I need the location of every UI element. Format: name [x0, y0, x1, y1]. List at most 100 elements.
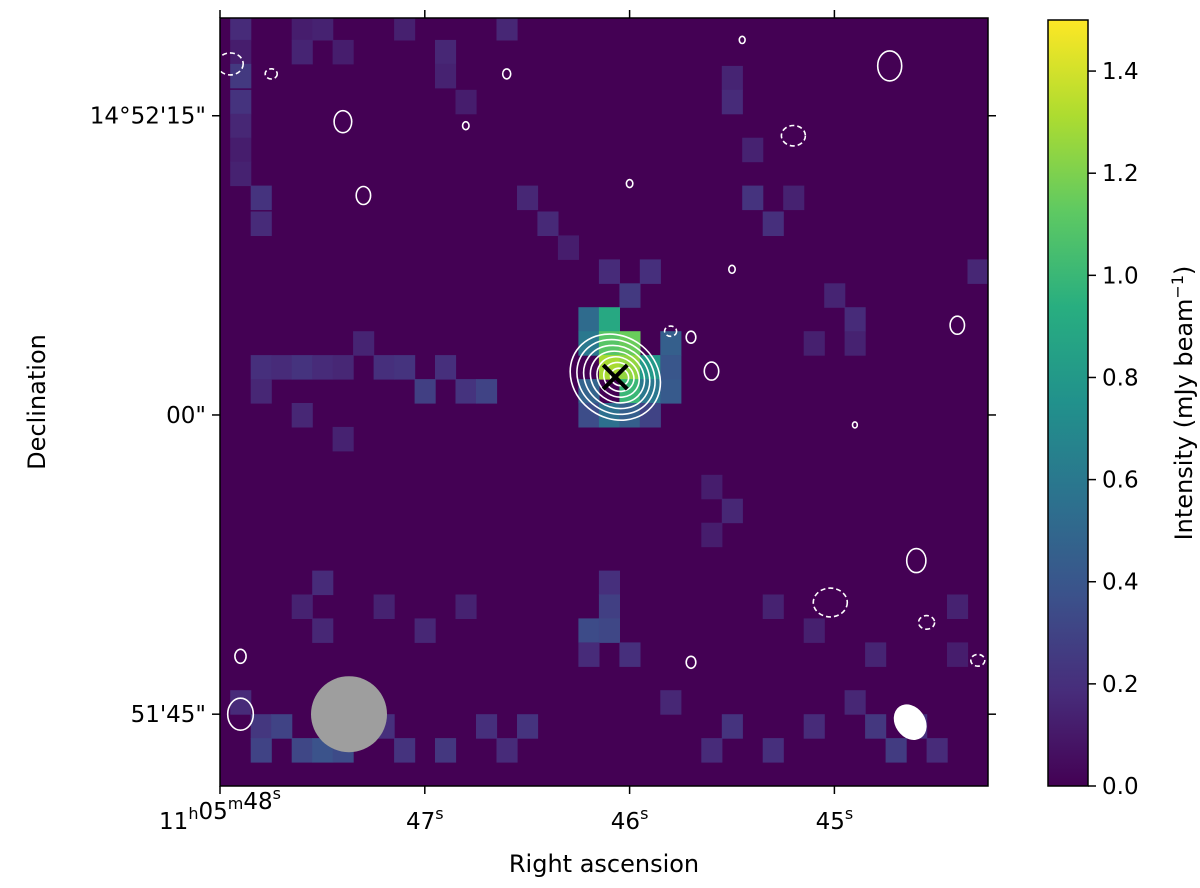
map-pixel	[865, 642, 887, 667]
negative-contour	[220, 52, 244, 76]
x-tick-label: 47s	[406, 804, 444, 835]
y-tick-label: 14°52'15"	[90, 104, 206, 130]
map-pixel	[230, 18, 252, 41]
map-pixel	[660, 355, 682, 380]
negative-contour	[663, 325, 678, 338]
map-pixel	[557, 235, 579, 260]
map-pixel	[353, 331, 375, 356]
map-pixel	[619, 283, 641, 308]
map-pixel	[619, 642, 641, 667]
x-axis-label: Right ascension	[509, 850, 699, 878]
map-pixel	[598, 331, 620, 356]
map-pixel	[373, 355, 395, 380]
positive-contour	[501, 68, 512, 80]
source-contour	[576, 338, 656, 416]
source-marker-layer	[601, 363, 629, 391]
map-pixel	[271, 355, 293, 380]
map-pixel	[967, 259, 988, 284]
map-pixel	[721, 498, 743, 524]
positive-contour	[738, 35, 746, 45]
map-pixel	[394, 738, 416, 763]
map-pixel	[496, 18, 518, 41]
positive-contour	[876, 50, 903, 82]
negative-contour	[917, 614, 936, 631]
map-pixel	[250, 355, 272, 380]
map-pixel	[598, 618, 620, 643]
map-pixel	[291, 355, 313, 380]
colorbar-gradient	[1047, 19, 1089, 787]
positive-contour	[685, 655, 697, 670]
map-pixel	[844, 331, 866, 356]
map-pixel	[250, 185, 272, 211]
map-pixel	[701, 474, 723, 500]
source-contour	[589, 350, 646, 404]
map-pixel	[762, 211, 784, 236]
map-pixel	[291, 594, 313, 619]
map-pixel	[250, 379, 272, 404]
colorbar-tick-label: 1.2	[1102, 161, 1139, 187]
map-pixel	[844, 307, 866, 332]
map-pixel	[230, 137, 252, 163]
positive-contour	[703, 361, 720, 381]
map-pixel	[496, 738, 518, 763]
map-pixel	[230, 161, 252, 187]
map-pixel	[394, 18, 416, 41]
map-pixel	[312, 618, 334, 643]
map-pixel	[230, 113, 252, 139]
map-pixel	[598, 403, 620, 428]
map-pixel	[762, 738, 784, 763]
source-contour	[596, 355, 640, 398]
map-pixel	[660, 379, 682, 404]
map-pixel	[312, 570, 334, 596]
map-pixel	[271, 714, 293, 739]
map-pixel	[230, 89, 252, 115]
map-pixel	[435, 39, 457, 65]
map-pixel	[250, 714, 272, 739]
map-pixel	[230, 63, 252, 89]
map-pixel	[783, 185, 805, 211]
positive-contour	[625, 178, 634, 189]
map-pixel	[701, 522, 723, 548]
map-pixel	[312, 18, 334, 41]
map-background	[220, 18, 988, 786]
map-pixel	[721, 89, 743, 115]
map-pixel	[578, 642, 600, 667]
source-contour	[582, 344, 651, 410]
map-pixel	[721, 65, 743, 91]
map-pixel	[844, 690, 866, 715]
image-beam	[311, 676, 387, 753]
colorbar-tick-label: 1.4	[1102, 59, 1139, 85]
map-pixel	[803, 331, 825, 356]
map-pixel	[455, 379, 477, 404]
negative-contour	[969, 653, 986, 667]
map-pixel	[803, 618, 825, 643]
source-contour	[569, 333, 662, 421]
x-tick-label: 45s	[816, 804, 854, 835]
colorbar-tick-label: 0.0	[1102, 774, 1139, 800]
colorbar-tick-label: 1.0	[1102, 263, 1139, 289]
map-pixel	[332, 426, 354, 452]
map-pixel	[250, 738, 272, 763]
map-pixel	[947, 642, 969, 667]
intensity-map: 11h05m48s 47s 46s 45s 14°52'15" 00" 51'45"	[90, 10, 996, 835]
map-pixel	[332, 355, 354, 380]
map-pixel	[824, 283, 846, 308]
colorbar-tick-label: 0.4	[1102, 570, 1139, 596]
map-pixel	[517, 185, 539, 211]
source-cross-stroke	[601, 363, 629, 391]
y-tick-label: 51'45"	[131, 702, 206, 728]
map-pixel	[332, 39, 354, 65]
map-pixel	[476, 379, 498, 404]
map-pixel	[455, 594, 477, 619]
map-pixel	[947, 594, 969, 619]
x-tick-label: 11h05m48s	[159, 784, 281, 835]
contour-layer	[220, 35, 986, 732]
beam-layer	[311, 676, 927, 753]
positive-contour	[355, 185, 372, 206]
map-pixel	[598, 570, 620, 596]
map-pixel	[476, 714, 498, 739]
contour-beam	[893, 704, 927, 740]
colorbar-label: Intensity (mJy beam−1)	[1168, 266, 1198, 541]
positive-contour	[685, 330, 697, 345]
map-pixel	[435, 355, 457, 380]
